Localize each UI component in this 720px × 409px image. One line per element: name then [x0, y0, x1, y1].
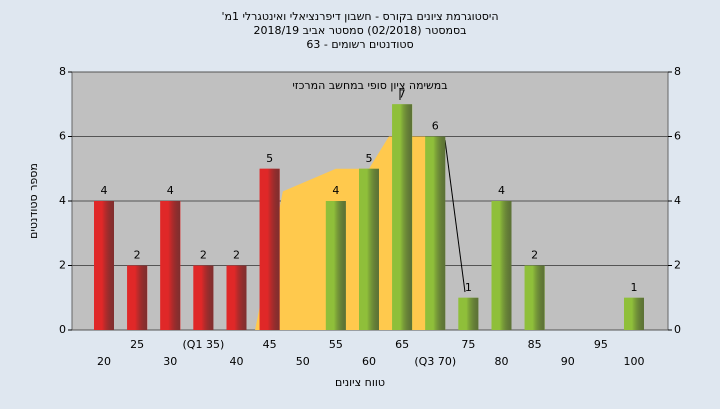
bar [425, 136, 446, 330]
title: היסטוגרמת ציונים בקורס - חשבון דיפרנציאל… [221, 10, 498, 51]
data-label: 2 [531, 249, 538, 262]
bar [458, 297, 479, 330]
y2-tick-label: 4 [674, 194, 681, 207]
data-label: 2 [134, 249, 141, 262]
x-tick-label: 80 [495, 355, 509, 368]
title-line: סטודנטים רשומים - 63 [306, 38, 413, 51]
y-tick-label: 6 [59, 130, 66, 143]
y2-tick-label: 8 [674, 65, 681, 78]
pointer-line [444, 139, 466, 293]
x-tick-label: 100 [624, 355, 645, 368]
data-label: 4 [167, 184, 174, 197]
bar [160, 201, 181, 330]
data-label: 1 [631, 281, 638, 294]
x-tick-label: 55 [329, 338, 343, 351]
y-tick-label: 4 [59, 194, 66, 207]
x-axis-label: טווח ציונים [335, 376, 385, 389]
y2-tick-label: 0 [674, 323, 681, 336]
x-tick-label: 45 [263, 338, 277, 351]
x-tick-label: 75 [461, 338, 475, 351]
data-label: 5 [366, 152, 373, 165]
bar-layer [94, 104, 644, 330]
data-label: 4 [332, 184, 339, 197]
data-label: 2 [200, 249, 207, 262]
bar [193, 265, 214, 330]
bar [259, 168, 280, 330]
data-label: 2 [233, 249, 240, 262]
y-tick-label: 0 [59, 323, 66, 336]
data-label: 6 [432, 120, 439, 133]
x-tick-label: 30 [163, 355, 177, 368]
data-label: 4 [101, 184, 108, 197]
x-tick-label: 40 [230, 355, 244, 368]
x-tick-label: (Q1 35) [183, 338, 225, 351]
x-tick-label: 85 [528, 338, 542, 351]
data-label: 5 [266, 152, 273, 165]
x-tick-label: 20 [97, 355, 111, 368]
x-tick-label: 60 [362, 355, 376, 368]
bar [226, 265, 247, 330]
bar [624, 297, 644, 330]
title-line: היסטוגרמת ציונים בקורס - חשבון דיפרנציאל… [221, 10, 498, 23]
x-tick-label: 50 [296, 355, 310, 368]
y-tick-label: 8 [59, 65, 66, 78]
x-tick-label: 25 [130, 338, 144, 351]
x-tick-label: 65 [395, 338, 409, 351]
bar [491, 201, 512, 330]
data-label: 7 [399, 87, 406, 100]
bar [127, 265, 148, 330]
bar [359, 168, 379, 330]
x-tick-label: 95 [594, 338, 608, 351]
y2-tick-label: 6 [674, 130, 681, 143]
bar [325, 201, 346, 330]
annotation: במשימה ציון סופי במחשב המרכזי [292, 79, 447, 92]
y-axis-label: מספר סטודנטים [27, 163, 40, 239]
y2-tick-label: 2 [674, 259, 681, 272]
title-line: בסמסטר (02/2018) סמסטר אביב 2018/19 [253, 24, 466, 37]
data-label: 4 [498, 184, 505, 197]
bar [524, 265, 545, 330]
data-label: 1 [465, 281, 472, 294]
bar [94, 201, 114, 330]
x-tick-label: 90 [561, 355, 575, 368]
bar [392, 104, 413, 330]
x-tick-label: (Q3 70) [414, 355, 456, 368]
y-tick-label: 2 [59, 259, 66, 272]
